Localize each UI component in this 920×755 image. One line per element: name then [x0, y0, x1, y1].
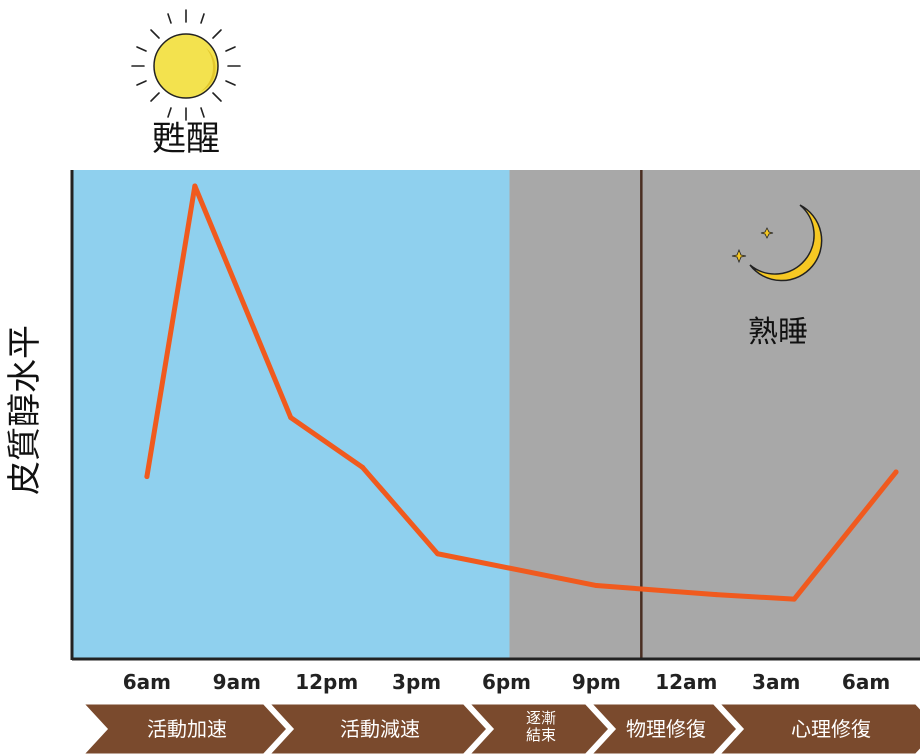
x-tick-label: 3am — [752, 670, 800, 694]
data-point-5 — [593, 583, 599, 589]
data-point-3 — [360, 464, 366, 470]
sun-icon — [131, 9, 241, 121]
x-tick-label: 9pm — [572, 670, 621, 694]
sleep-label: 熟睡 — [748, 315, 808, 350]
data-point-8 — [893, 469, 899, 475]
phase-chevron-1 — [78, 701, 291, 755]
x-tick-label: 6am — [842, 670, 890, 694]
phase-chevron-2 — [264, 701, 491, 755]
x-tick-label: 3pm — [392, 670, 441, 694]
phase-chevron-3 — [464, 701, 613, 755]
crescent-moon-icon — [731, 204, 823, 282]
x-tick-label: 9am — [213, 670, 261, 694]
data-point-2 — [288, 415, 294, 421]
x-tick-label: 12am — [655, 670, 717, 694]
data-point-4 — [435, 551, 441, 557]
x-tick-label: 12pm — [295, 670, 358, 694]
data-point-7 — [791, 596, 797, 602]
phase-label: 結束 — [526, 726, 556, 744]
data-point-6 — [713, 592, 719, 598]
phase-label: 物理修復 — [626, 717, 706, 741]
data-point-0 — [144, 474, 150, 480]
phase-label: 活動加速 — [147, 717, 227, 741]
phase-label: 活動減速 — [340, 717, 420, 741]
wake-label: 甦醒 — [152, 119, 220, 159]
y-axis-label: 皮質醇水平 — [5, 325, 45, 495]
asleep-region — [509, 170, 920, 659]
phase-chevron-4 — [586, 701, 741, 755]
x-tick-label: 6pm — [482, 670, 531, 694]
phase-chevron-5 — [714, 701, 920, 755]
phase-label: 心理修復 — [791, 717, 871, 741]
phase-label: 逐漸 — [526, 709, 556, 727]
data-point-1 — [192, 183, 198, 189]
x-tick-label: 6am — [123, 670, 171, 694]
